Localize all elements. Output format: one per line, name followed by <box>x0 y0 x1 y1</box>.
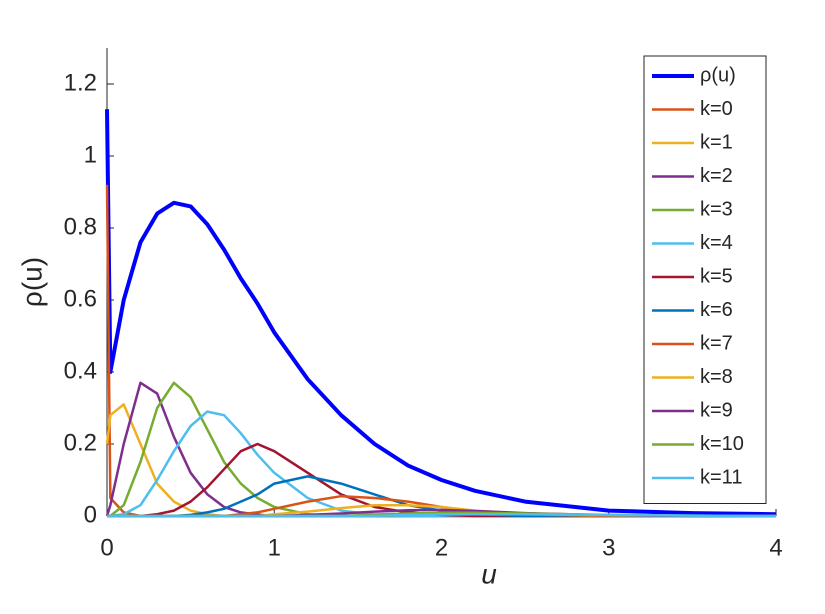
x-tick-label: 2 <box>435 534 448 561</box>
y-tick-label: 1.2 <box>64 69 97 96</box>
y-tick-label: 0.2 <box>64 429 97 456</box>
x-tick-label: 4 <box>769 534 782 561</box>
legend-box <box>643 55 767 504</box>
legend-label: k=10 <box>700 433 744 455</box>
legend-label: k=0 <box>700 98 733 120</box>
x-axis-label: u <box>481 558 497 589</box>
y-tick-label: 1 <box>84 141 97 168</box>
legend-label: k=8 <box>700 366 733 388</box>
y-tick-label: 0 <box>84 501 97 528</box>
legend-label: k=6 <box>700 299 733 321</box>
series-line <box>105 109 777 517</box>
y-axis-label: ρ(u) <box>16 257 47 307</box>
series-line <box>107 512 777 518</box>
legend-label: k=11 <box>700 466 742 488</box>
legend-label: k=9 <box>700 399 733 421</box>
y-tick-label: 0.4 <box>64 357 97 384</box>
y-tick-label: 0.8 <box>64 213 97 240</box>
legend-label: k=5 <box>700 265 733 287</box>
legend-label: k=3 <box>700 198 733 220</box>
legend-label: k=2 <box>700 165 733 187</box>
legend-label: k=1 <box>700 131 733 153</box>
legend-label: k=4 <box>700 232 733 254</box>
x-tick-label: 0 <box>100 534 113 561</box>
x-tick-label: 3 <box>602 534 615 561</box>
legend-label: k=7 <box>700 332 733 354</box>
legend-label: ρ(u) <box>700 64 736 86</box>
y-tick-label: 0.6 <box>64 285 97 312</box>
x-tick-label: 1 <box>268 534 281 561</box>
